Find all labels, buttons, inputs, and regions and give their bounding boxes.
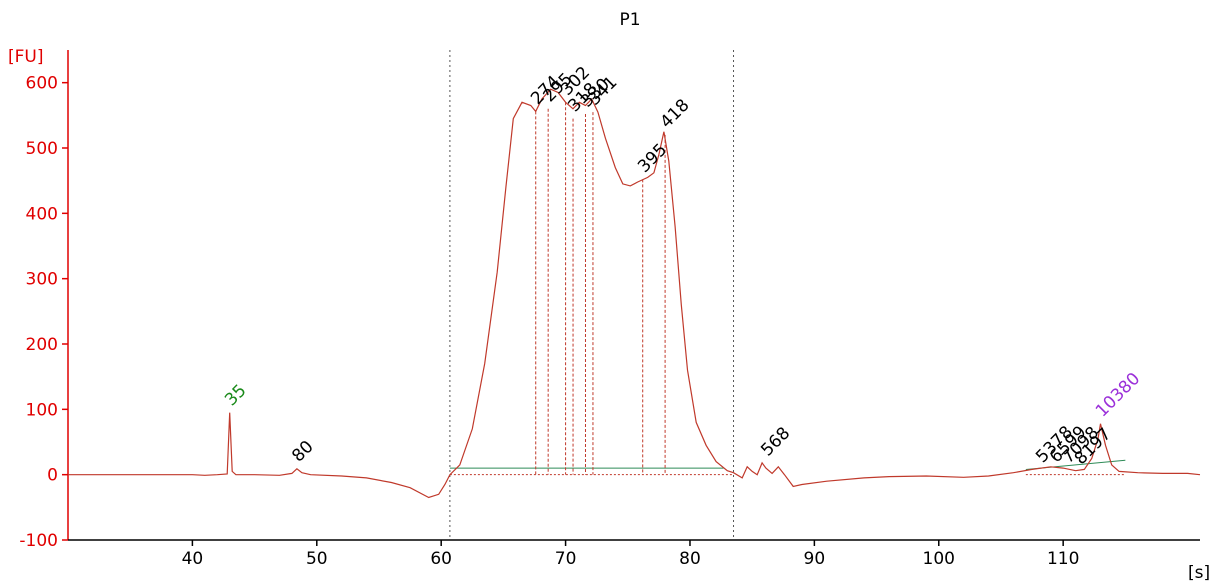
x-tick-label: 40: [182, 549, 204, 569]
y-tick-label: 600: [26, 74, 58, 94]
peak-label: 418: [656, 95, 693, 132]
y-tick-label: 500: [26, 139, 58, 159]
y-tick-label: -100: [19, 531, 58, 551]
x-axis: 40 50 60 70 80 90 100 110: [68, 539, 1200, 569]
y-axis: -100 0 100 200 300 400 500 600: [19, 50, 69, 551]
x-tick-label: 100: [923, 549, 955, 569]
y-tick-label: 200: [26, 335, 58, 355]
peak-label: 568: [757, 423, 794, 460]
y-tick-label: 0: [47, 466, 58, 486]
x-axis-label: [s]: [1188, 563, 1210, 583]
peak-label: 35: [221, 381, 250, 410]
y-tick-label: 100: [26, 400, 58, 420]
region-markers: [449, 50, 1126, 540]
peak-label: 80: [288, 437, 317, 466]
x-tick-label: 60: [430, 549, 452, 569]
trace-group: [68, 88, 1201, 499]
x-tick-label: 110: [1047, 549, 1079, 569]
x-tick-label: 70: [555, 549, 577, 569]
y-tick-label: 400: [26, 204, 58, 224]
trace-line: [68, 88, 1201, 499]
x-tick-label: 90: [804, 549, 826, 569]
peak-lines: [535, 102, 666, 475]
x-tick-label: 50: [306, 549, 328, 569]
chart-title: P1: [619, 10, 640, 30]
y-axis-label: [FU]: [8, 47, 44, 67]
x-tick-label: 80: [679, 549, 701, 569]
y-tick-label: 300: [26, 270, 58, 290]
peak-label: 10380: [1092, 369, 1144, 421]
